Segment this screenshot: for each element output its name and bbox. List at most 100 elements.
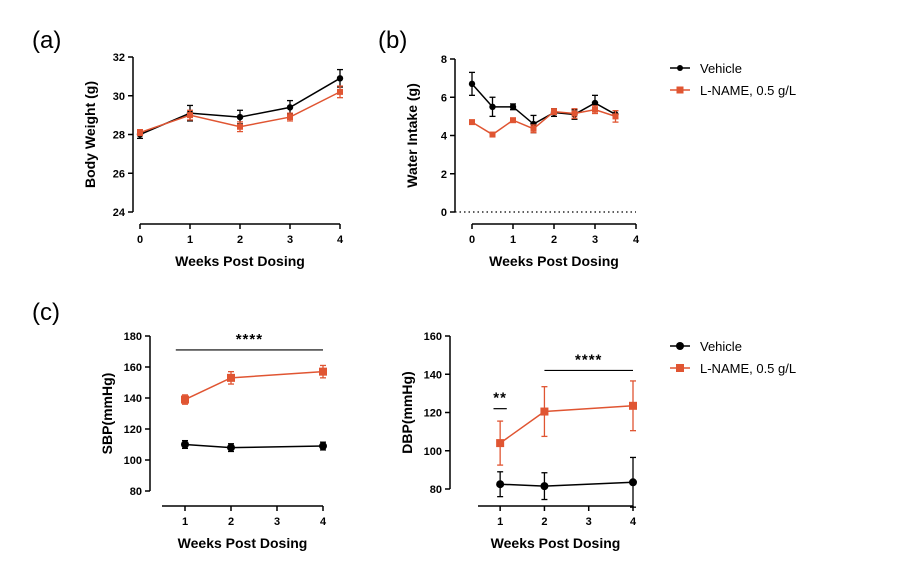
y-axis-label: SBP(mmHg) (99, 373, 115, 455)
lname-data-point (530, 125, 537, 132)
lname-data-point (551, 108, 557, 115)
x-tick-label: 0 (469, 234, 475, 246)
y-tick-label: 180 (124, 331, 142, 343)
legend-bottom: Vehicle L-NAME, 0.5 g/L (670, 339, 796, 376)
y-tick-label: 2 (441, 169, 447, 181)
chart-sbp: 80 100 120 140 160 180 1 2 3 4 Weeks Post Dosing SB… (99, 331, 327, 551)
lname-data-point (612, 113, 619, 120)
significance-label: **** (575, 351, 602, 368)
y-tick-label: 160 (124, 362, 142, 374)
y-tick-label: 160 (424, 331, 442, 343)
vehicle-data-point (629, 478, 637, 487)
legend-top: Vehicle L-NAME, 0.5 g/L (670, 61, 796, 98)
x-tick-label: 4 (630, 516, 637, 528)
panel-label-c: (c) (32, 299, 60, 326)
y-tick-label: 28 (113, 130, 125, 142)
lname-data-point (287, 114, 293, 121)
x-tick-label: 2 (237, 234, 243, 246)
y-tick-label: 120 (124, 424, 142, 436)
legend-lname-marker (676, 364, 684, 372)
lname-data-point (137, 129, 143, 136)
lname-data-point (187, 112, 193, 119)
x-tick-label: 1 (187, 234, 193, 246)
x-tick-label: 4 (633, 234, 640, 246)
lname-data-point (181, 395, 189, 404)
lname-data-point (469, 119, 475, 126)
lname-data-point (319, 367, 327, 376)
panel-label-a: (a) (32, 27, 61, 54)
legend-lname-label: L-NAME, 0.5 g/L (700, 83, 796, 98)
y-tick-label: 140 (124, 393, 142, 405)
chart-dbp: 80 100 120 140 160 1 2 3 4 Weeks Post Dosing DBP(m… (399, 331, 637, 551)
y-tick-label: 26 (113, 168, 125, 180)
x-axis-label: Weeks Post Dosing (491, 535, 621, 551)
lname-data-point (227, 373, 235, 382)
lname-data-point (540, 407, 549, 416)
vehicle-data-point (540, 482, 549, 491)
x-tick-label: 4 (337, 234, 344, 246)
lname-series-line (499, 405, 634, 444)
vehicle-data-point (181, 440, 189, 449)
x-tick-label: 4 (320, 516, 327, 528)
x-axis-label: Weeks Post Dosing (175, 253, 305, 269)
vehicle-series-line (184, 443, 324, 449)
x-tick-label: 0 (137, 234, 143, 246)
chart-body-weight: 24 26 28 30 32 0 1 2 3 4 Weeks Post Dosing Body Wei… (82, 52, 344, 269)
significance-label: ** (493, 390, 507, 407)
legend-vehicle-label: Vehicle (700, 339, 742, 354)
vehicle-series-line (471, 83, 616, 125)
y-tick-label: 100 (124, 455, 142, 467)
lname-data-point (592, 106, 598, 113)
legend-vehicle-marker (676, 342, 684, 350)
significance-label: **** (236, 331, 263, 348)
y-tick-label: 8 (441, 54, 447, 66)
vehicle-data-point (236, 113, 244, 121)
x-tick-label: 1 (182, 516, 188, 528)
vehicle-data-point (336, 75, 344, 82)
vehicle-data-point (227, 443, 235, 452)
y-axis-label: DBP(mmHg) (399, 371, 415, 453)
x-tick-label: 1 (497, 516, 503, 528)
legend-lname-marker (676, 86, 684, 94)
vehicle-data-point (468, 80, 476, 88)
y-tick-label: 0 (441, 207, 447, 219)
vehicle-data-point (319, 442, 327, 451)
y-axis-label: Body Weight (g) (82, 81, 98, 188)
x-tick-label: 2 (541, 516, 547, 528)
x-tick-label: 1 (510, 234, 516, 246)
y-axis-label: Water Intake (g) (404, 83, 420, 188)
legend-vehicle-marker (677, 65, 683, 71)
y-tick-label: 80 (430, 484, 442, 496)
y-tick-label: 80 (130, 486, 142, 498)
y-tick-label: 140 (424, 369, 442, 381)
x-tick-label: 2 (551, 234, 557, 246)
x-tick-label: 3 (287, 234, 293, 246)
x-tick-label: 3 (274, 516, 280, 528)
lname-data-point (237, 123, 243, 130)
panel-label-b: (b) (378, 27, 407, 54)
lname-data-point (629, 401, 637, 410)
y-tick-label: 24 (113, 207, 126, 219)
x-axis-label: Weeks Post Dosing (489, 253, 619, 269)
y-tick-label: 30 (113, 91, 125, 103)
y-tick-label: 32 (113, 52, 125, 64)
vehicle-data-point (496, 480, 505, 489)
y-tick-label: 120 (424, 408, 442, 420)
vehicle-series-line (500, 481, 634, 487)
lname-data-point (571, 110, 578, 117)
lname-series-line (184, 370, 324, 401)
lname-data-point (337, 88, 343, 95)
x-axis-label: Weeks Post Dosing (178, 535, 308, 551)
legend-vehicle-label: Vehicle (700, 61, 742, 76)
x-tick-label: 3 (592, 234, 598, 246)
x-tick-label: 2 (228, 516, 234, 528)
vehicle-data-point (286, 104, 294, 111)
lname-data-point (496, 439, 505, 448)
y-tick-label: 100 (424, 446, 442, 458)
lname-data-point (510, 117, 516, 124)
chart-water-intake: 0 2 4 6 8 0 1 2 3 4 Weeks Post Dosing Water Intake … (404, 54, 640, 269)
legend-lname-label: L-NAME, 0.5 g/L (700, 361, 796, 376)
x-tick-label: 3 (586, 516, 592, 528)
vehicle-data-point (489, 103, 496, 111)
